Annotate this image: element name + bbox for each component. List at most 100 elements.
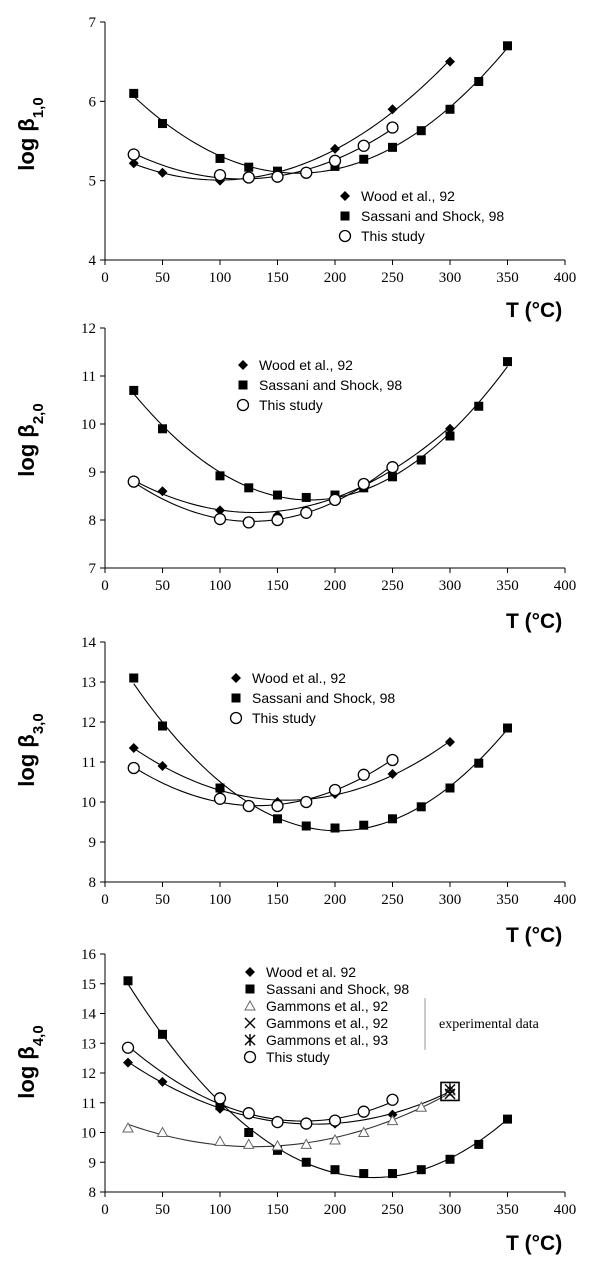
data-point-square	[359, 154, 369, 164]
data-point-square	[503, 1114, 512, 1124]
y-axis-label-subscript: 3,0	[30, 713, 47, 734]
legend-label: This study	[259, 397, 323, 413]
x-tick-label: 350	[496, 270, 519, 286]
trend-curve-1	[133, 740, 451, 801]
x-tick-label: 150	[266, 892, 289, 908]
data-point-square	[388, 472, 397, 482]
x-tick-label: 100	[209, 1202, 232, 1218]
data-point-triangle	[300, 1138, 313, 1149]
trend-curve-2	[133, 366, 508, 501]
data-point-circle	[271, 1115, 284, 1129]
x-tick-label: 350	[496, 892, 519, 908]
data-point-square	[474, 1139, 484, 1149]
x-axis-label: T (°C)	[506, 610, 562, 633]
legend: Wood et al., 92 Sassani and Shock, 98 This…	[236, 357, 402, 413]
y-tick-label: 4	[89, 253, 97, 269]
y-axis-label: log β4,0	[14, 1025, 47, 1098]
x-tick-label: 150	[266, 1202, 289, 1218]
y-axis-label-main: log β	[14, 424, 39, 477]
legend-label: Wood et al., 92	[259, 357, 353, 373]
data-point-circle	[328, 783, 342, 797]
x-tick-label: 150	[266, 578, 289, 594]
y-tick-label: 14	[81, 635, 97, 651]
y-tick-label: 11	[82, 369, 96, 385]
data-point-square	[123, 976, 133, 986]
data-point-square	[330, 1165, 340, 1175]
trend-curve-6	[127, 1045, 393, 1122]
data-point-triangle	[386, 1114, 399, 1126]
legend-label: This study	[252, 710, 316, 726]
data-point-triangle	[214, 1135, 226, 1146]
y-tick-label: 14	[81, 1007, 97, 1023]
data-point-square	[445, 104, 455, 114]
y-tick-label: 13	[81, 1036, 96, 1052]
x-tick-label: 250	[381, 1202, 404, 1218]
y-tick-label: 16	[81, 947, 97, 963]
data-point-circle	[300, 166, 313, 179]
data-point-asterisk	[444, 1083, 456, 1096]
legend-marker-square	[231, 693, 241, 703]
y-tick-label: 9	[89, 1155, 97, 1171]
data-point-square	[503, 723, 512, 733]
data-point-circle	[386, 461, 399, 474]
trend-curve-2	[133, 47, 508, 174]
data-point-square	[474, 401, 484, 411]
y-axis-label: log β2,0	[14, 403, 47, 476]
trend-curve-2	[133, 683, 508, 832]
data-point-square	[273, 490, 282, 500]
data-point-triangle	[242, 1138, 255, 1149]
data-point-circle	[271, 799, 284, 813]
trend-curve-2	[127, 983, 508, 1179]
x-tick-label: 100	[209, 270, 232, 286]
data-point-circle	[213, 168, 227, 182]
data-point-circle	[357, 768, 370, 781]
data-point-square	[416, 1165, 426, 1175]
legend-label: Sassani and Shock, 98	[361, 208, 504, 224]
data-point-circle	[386, 1093, 399, 1106]
chart-panel-4: 8 9 10 11 12 13 14 15 16 0 50 100 150 200 250 300 350 400…	[14, 947, 576, 1255]
data-point-square	[474, 758, 484, 768]
data-point-square	[244, 162, 254, 172]
data-point-square	[416, 455, 426, 465]
x-tick-label: 200	[324, 270, 347, 286]
x-tick-label: 200	[324, 578, 347, 594]
x-tick-label: 250	[381, 892, 404, 908]
data-point-circle	[357, 139, 370, 152]
data-point-square	[273, 814, 282, 824]
data-point-circle	[328, 1114, 342, 1127]
chart-panel-2: 7 8 9 10 11 12 0 50 100 150 200 250 300 350 400 T (°C) l…	[14, 321, 576, 633]
data-point-square	[215, 471, 225, 481]
data-point-diamond	[387, 769, 398, 779]
legend-marker-diamond	[231, 673, 241, 683]
x-axis-label: T (°C)	[506, 924, 562, 947]
legend-marker-square	[238, 380, 248, 390]
x-tick-label: 50	[155, 1202, 170, 1218]
legend-label: Wood et al., 92	[361, 188, 455, 204]
trend-curve-3	[133, 128, 393, 180]
legend-label: Wood et al. 92	[266, 964, 356, 980]
legend-marker-x	[244, 1017, 256, 1029]
data-point-diamond	[157, 1076, 168, 1087]
x-tick-label: 0	[101, 892, 109, 908]
legend-label: Sassani and Shock, 98	[259, 377, 402, 393]
data-point-square	[503, 41, 512, 51]
data-point-diamond	[445, 423, 455, 434]
legend-marker-asterisk	[244, 1034, 256, 1046]
x-tick-label: 300	[439, 1202, 462, 1218]
data-point-triangle	[357, 1126, 370, 1137]
y-axis-label-subscript: 1,0	[30, 97, 47, 118]
data-point-circle	[242, 516, 255, 529]
data-point-circle	[127, 148, 140, 161]
data-point-circle	[242, 799, 255, 813]
legend-marker-circle	[243, 1050, 257, 1064]
data-point-triangle	[271, 1139, 284, 1151]
legend-label: This study	[361, 228, 425, 244]
x-tick-label: 300	[439, 892, 462, 908]
data-point-circle	[213, 792, 227, 805]
x-tick-label: 50	[155, 578, 170, 594]
legend: Wood et al., 92 Sassani and Shock, 98 This…	[338, 188, 504, 244]
y-tick-label: 8	[89, 875, 97, 891]
y-tick-label: 13	[81, 675, 96, 691]
data-point-square	[158, 1029, 167, 1039]
